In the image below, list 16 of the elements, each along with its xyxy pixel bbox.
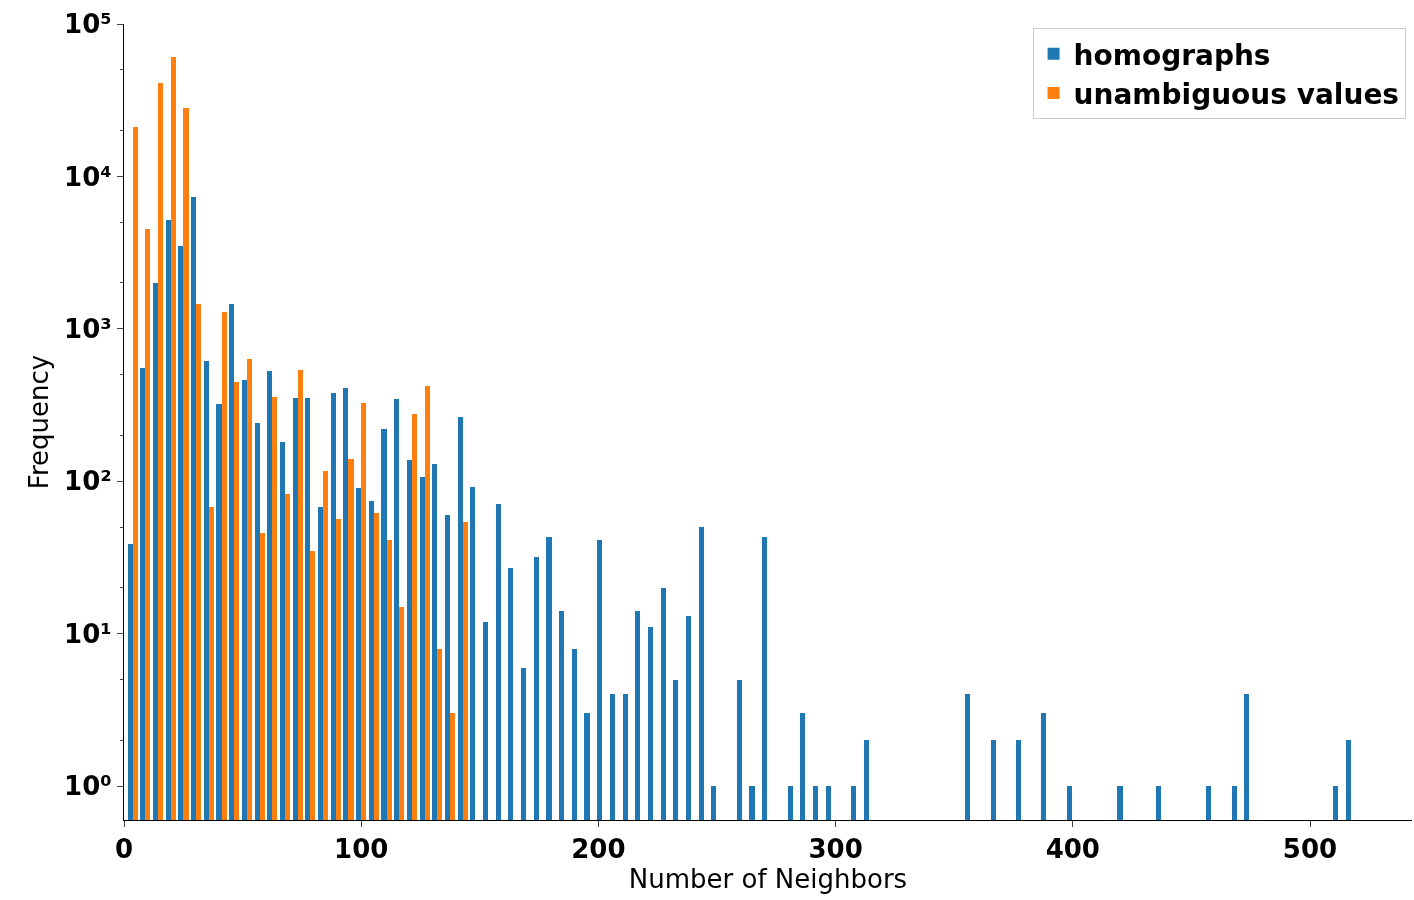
- legend-label: unambiguous values: [1073, 78, 1400, 111]
- y-tick-label: 10⁴: [64, 161, 112, 192]
- y-tick-label: 10⁵: [64, 9, 112, 40]
- x-axis-title: Number of Neighbors: [628, 864, 908, 895]
- y-tick-label: 10⁰: [64, 771, 112, 802]
- y-axis-title: Frequency: [23, 354, 54, 490]
- x-tick-label: 400: [1045, 834, 1100, 865]
- y-tick-label: 10³: [64, 313, 112, 344]
- x-tick-label: 300: [808, 834, 863, 865]
- y-tick-label: 10¹: [64, 618, 112, 649]
- x-tick-label: 200: [571, 834, 626, 865]
- x-tick-label: 100: [334, 834, 389, 865]
- legend-label: homographs: [1073, 38, 1271, 72]
- y-tick-label: 10²: [64, 466, 112, 497]
- x-tick-label: 0: [114, 834, 134, 865]
- x-tick-label: 500: [1282, 834, 1338, 865]
